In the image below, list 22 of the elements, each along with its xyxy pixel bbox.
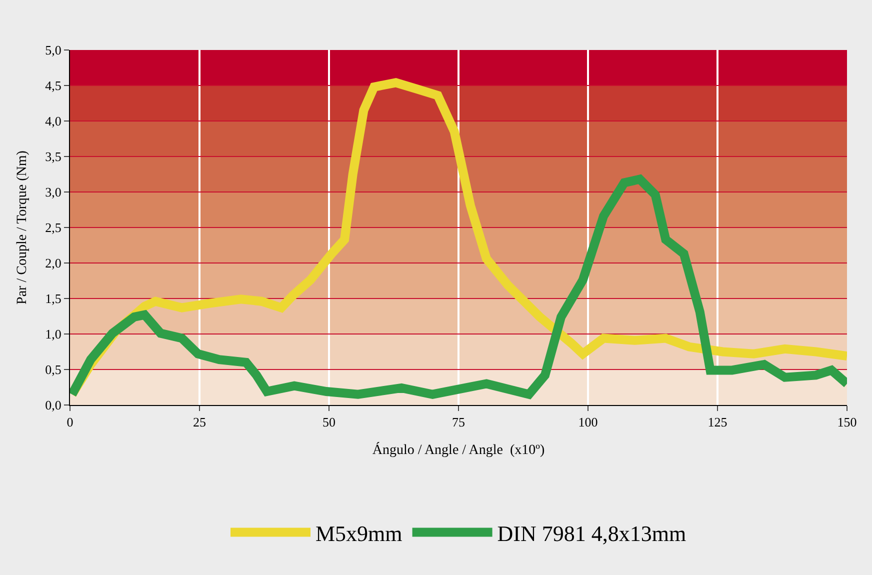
x-tick-label: 125 bbox=[708, 414, 728, 430]
y-tick-label: 0,5 bbox=[45, 362, 62, 378]
x-tick-label: 150 bbox=[837, 414, 857, 430]
x-tick-label: 0 bbox=[66, 414, 74, 430]
legend-label: M5x9mm bbox=[316, 520, 402, 546]
x-tick-label: 25 bbox=[193, 414, 206, 430]
y-tick-label: 1,5 bbox=[45, 291, 62, 306]
y-tick-label: 4,5 bbox=[45, 78, 62, 94]
y-tick-label: 2,5 bbox=[45, 220, 62, 236]
legend-label: DIN 7981 4,8x13mm bbox=[497, 520, 686, 546]
y-tick-label: 5,0 bbox=[45, 42, 62, 58]
y-axis-title: Par / Couple / Torque (Nm) bbox=[14, 150, 30, 304]
x-axis-title: Ángulo / Angle / Angle (x10º) bbox=[372, 440, 545, 458]
y-tick-label: 3,5 bbox=[45, 149, 62, 164]
x-tick-label: 75 bbox=[452, 414, 465, 430]
y-tick-label: 1,0 bbox=[45, 326, 62, 342]
y-tick-label: 4,0 bbox=[45, 114, 62, 129]
y-tick-label: 0,0 bbox=[45, 398, 62, 413]
x-tick-label: 100 bbox=[578, 414, 598, 430]
y-tick-label: 3,0 bbox=[45, 184, 62, 200]
x-tick-label: 50 bbox=[322, 414, 336, 430]
y-tick-label: 2,0 bbox=[45, 256, 62, 271]
